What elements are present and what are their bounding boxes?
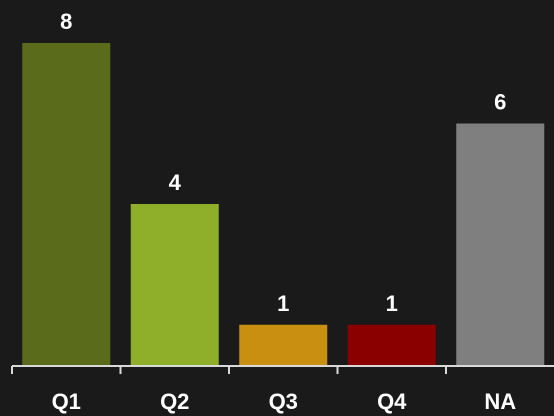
category-label-q3: Q3: [269, 389, 298, 414]
category-label-q1: Q1: [52, 389, 81, 414]
category-label-q2: Q2: [160, 389, 189, 414]
x-axis-labels: Q1 Q2 Q3 Q4 NA: [52, 389, 517, 414]
data-label-q1: 8: [60, 9, 72, 34]
bar-q1: [22, 43, 111, 365]
x-axis-ticks: [11, 366, 447, 374]
bar-q2: [130, 204, 219, 365]
bar-na: [456, 123, 545, 365]
data-label-q2: 4: [169, 170, 182, 195]
data-label-q4: 1: [386, 291, 398, 316]
category-label-na: NA: [484, 389, 516, 414]
value-labels-layer: 8 4 1 1 6: [60, 9, 506, 316]
data-label-q3: 1: [277, 291, 289, 316]
category-label-q4: Q4: [377, 389, 407, 414]
data-label-na: 6: [494, 90, 506, 115]
bars-layer: [22, 43, 545, 365]
bar-q4: [347, 324, 436, 365]
bar-q3: [239, 324, 328, 365]
